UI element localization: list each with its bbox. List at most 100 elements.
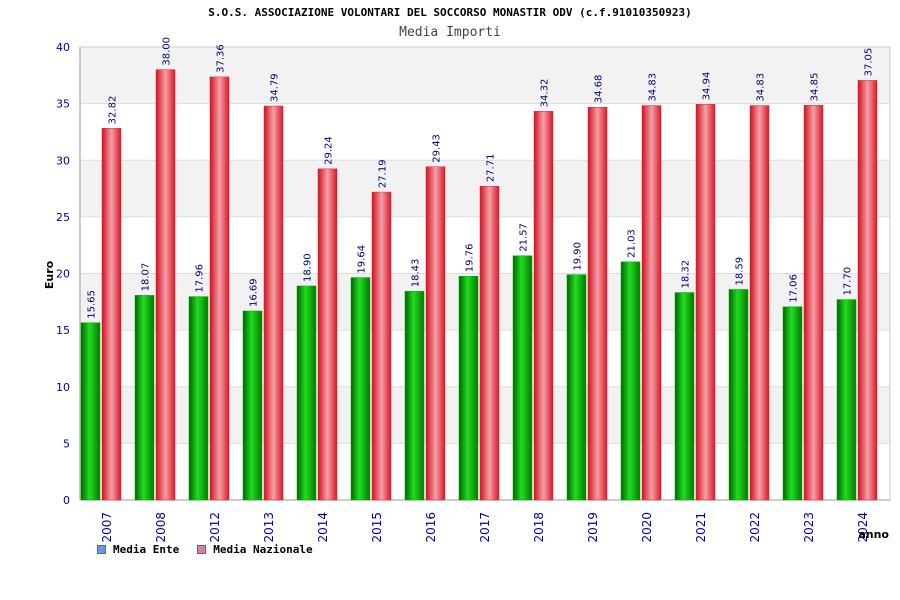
x-tick-label: 2018 xyxy=(532,512,546,543)
x-tick-label: 2019 xyxy=(586,512,600,543)
x-tick-label: 2012 xyxy=(208,512,222,543)
grid-band xyxy=(80,47,890,104)
data-label: 21.57 xyxy=(519,223,530,252)
y-tick-label: 40 xyxy=(56,41,70,54)
x-tick-label: 2007 xyxy=(100,512,114,543)
x-tick-label: 2020 xyxy=(640,512,654,543)
legend-item-media-nazionale: Media Nazionale xyxy=(197,543,313,556)
data-label: 29.24 xyxy=(324,136,335,165)
data-label: 17.70 xyxy=(843,267,854,296)
bar-media-nazionale xyxy=(533,111,554,501)
y-tick-label: 25 xyxy=(56,211,70,224)
data-label: 17.06 xyxy=(789,274,800,303)
data-label: 38.00 xyxy=(162,37,173,66)
x-tick-label: 2016 xyxy=(424,512,438,543)
legend-swatch-nazionale xyxy=(197,545,207,554)
data-label: 19.76 xyxy=(465,244,476,273)
legend-label-ente: Media Ente xyxy=(113,543,180,556)
x-tick-label: 2024 xyxy=(856,512,870,543)
bar-media-ente xyxy=(242,310,263,501)
y-tick-label: 5 xyxy=(63,437,70,450)
y-tick-label: 0 xyxy=(63,494,70,507)
bar-media-nazionale xyxy=(317,168,338,501)
bar-media-ente xyxy=(674,292,695,501)
bar-media-ente xyxy=(512,255,533,501)
legend-item-media-ente: Media Ente xyxy=(97,543,179,556)
bar-media-ente xyxy=(296,285,317,501)
bar-media-ente xyxy=(728,289,749,501)
bar-media-nazionale xyxy=(209,76,230,501)
bar-media-nazionale xyxy=(425,166,446,501)
data-label: 18.07 xyxy=(141,263,152,292)
bar-media-nazionale xyxy=(695,104,716,501)
bar-media-nazionale xyxy=(641,105,662,501)
bar-media-nazionale xyxy=(101,128,122,501)
data-label: 29.43 xyxy=(432,134,443,163)
data-label: 34.94 xyxy=(702,72,713,101)
data-label: 18.90 xyxy=(303,253,314,282)
bar-media-ente xyxy=(134,295,155,501)
bar-media-ente xyxy=(620,261,641,501)
data-label: 18.32 xyxy=(681,260,692,289)
data-label: 27.71 xyxy=(486,154,497,183)
bars xyxy=(80,69,878,501)
bar-media-nazionale xyxy=(803,105,824,501)
bar-media-nazionale xyxy=(587,106,608,501)
x-tick-label: 2015 xyxy=(370,512,384,543)
legend: Media Ente Media Nazionale xyxy=(97,543,313,556)
bar-media-nazionale xyxy=(371,191,392,501)
data-label: 34.32 xyxy=(540,79,551,108)
data-label: 18.59 xyxy=(735,257,746,286)
bar-media-nazionale xyxy=(155,69,176,501)
data-label: 37.05 xyxy=(864,48,875,77)
y-tick-label: 10 xyxy=(56,381,70,394)
bar-media-ente xyxy=(350,277,371,501)
data-label: 32.82 xyxy=(108,96,119,125)
x-tick-label: 2013 xyxy=(262,512,276,543)
data-labels: 15.65 32.82 18.07 38.00 17.96 37.36 16.69 34.79… xyxy=(87,37,875,319)
bar-media-ente xyxy=(188,296,209,501)
y-tick-label: 20 xyxy=(56,268,70,281)
bar-media-nazionale xyxy=(749,105,770,501)
data-label: 34.83 xyxy=(648,73,659,102)
legend-label-nazionale: Media Nazionale xyxy=(213,543,313,556)
data-label: 34.68 xyxy=(594,75,605,104)
legend-swatch-ente xyxy=(97,545,106,554)
data-label: 34.79 xyxy=(270,73,281,102)
x-tick-label: 2008 xyxy=(154,512,168,543)
data-label: 15.65 xyxy=(87,290,98,319)
y-tick-label: 15 xyxy=(56,324,70,337)
bar-media-nazionale xyxy=(479,185,500,501)
data-label: 34.85 xyxy=(810,73,821,102)
bar-media-ente xyxy=(836,299,857,501)
x-tick-label: 2023 xyxy=(802,512,816,543)
bar-media-ente xyxy=(404,291,425,501)
chart-title: S.O.S. ASSOCIAZIONE VOLONTARI DEL SOCCOR… xyxy=(208,6,692,19)
data-label: 21.03 xyxy=(627,229,638,258)
y-axis-label: Euro xyxy=(43,260,56,289)
data-label: 18.43 xyxy=(411,259,422,288)
data-label: 19.64 xyxy=(357,245,368,274)
bar-media-nazionale xyxy=(263,105,284,501)
x-tick-label: 2022 xyxy=(748,512,762,543)
data-label: 34.83 xyxy=(756,73,767,102)
x-tick-label: 2017 xyxy=(478,512,492,543)
bar-media-ente xyxy=(566,274,587,501)
x-tick-label: 2014 xyxy=(316,512,330,543)
x-tick-label: 2021 xyxy=(694,512,708,543)
data-label: 37.36 xyxy=(216,44,227,73)
bar-media-nazionale xyxy=(857,80,878,501)
bar-media-ente xyxy=(782,306,803,501)
data-label: 16.69 xyxy=(249,278,260,307)
x-axis-label: anno xyxy=(858,528,889,541)
data-label: 27.19 xyxy=(378,159,389,188)
y-tick-label: 35 xyxy=(56,98,70,111)
data-label: 17.96 xyxy=(195,264,206,293)
bar-media-ente xyxy=(458,275,479,501)
data-label: 19.90 xyxy=(573,242,584,271)
chart-subtitle: Media Importi xyxy=(399,25,501,40)
bar-media-ente xyxy=(80,322,101,501)
y-tick-label: 30 xyxy=(56,154,70,167)
